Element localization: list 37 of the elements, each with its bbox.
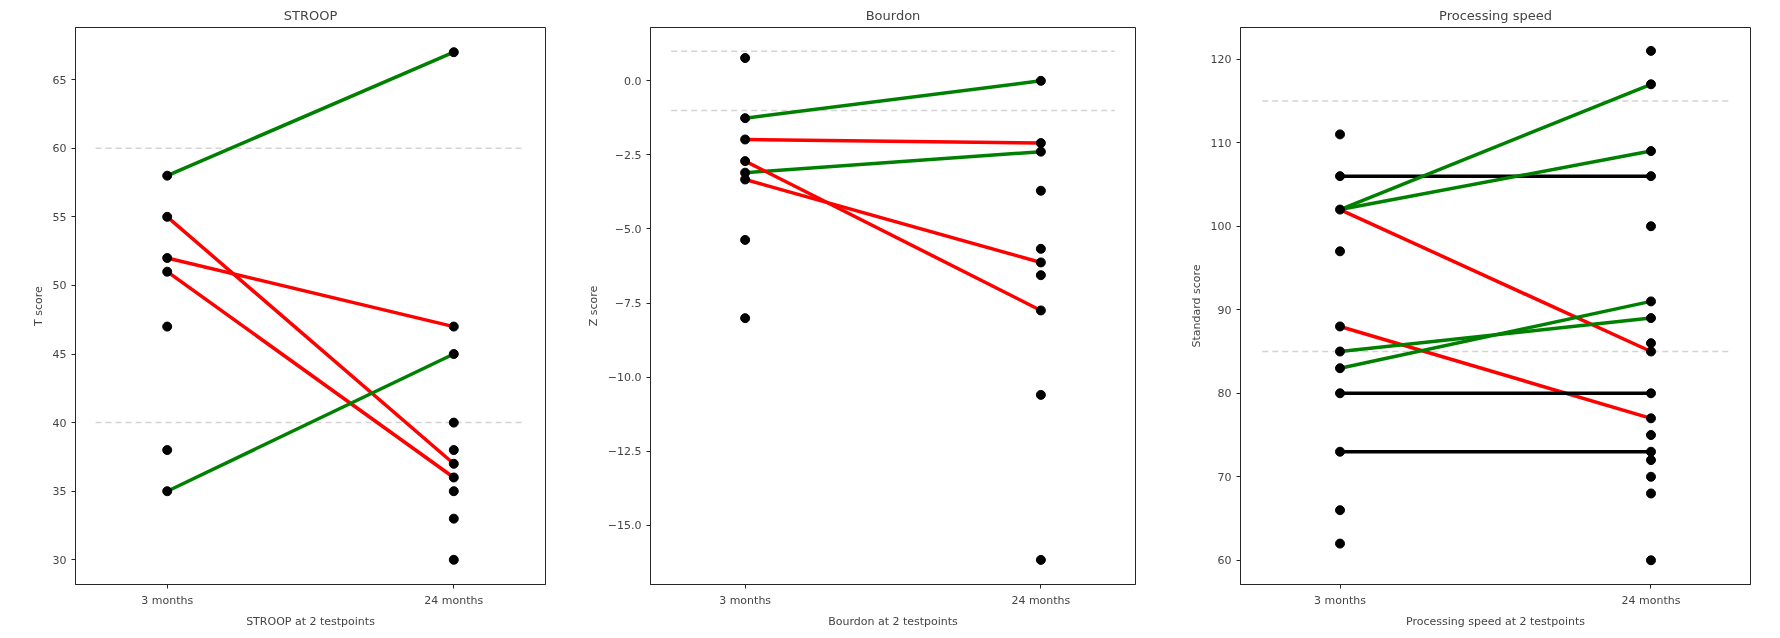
x-tick-label: 24 months [1621, 593, 1681, 607]
x-tick-label: 3 months [141, 593, 194, 607]
y-tick-label: 110 [1210, 136, 1232, 150]
y-tick-label: −10.0 [607, 371, 642, 385]
chart-title: Processing speed [1439, 7, 1552, 23]
y-tick-label: 45 [52, 348, 67, 362]
x-axis-title: Bourdon at 2 testpoints [828, 614, 959, 628]
y-tick-label: 35 [52, 485, 67, 499]
y-axis-title: T score [31, 285, 45, 327]
y-tick-label: −12.5 [607, 445, 642, 459]
x-tick-label: 24 months [424, 593, 484, 607]
y-tick-label: 100 [1210, 220, 1232, 234]
y-tick-label: −7.5 [614, 297, 642, 311]
y-tick-label: −15.0 [607, 519, 642, 533]
y-axis-title: Z score [586, 285, 600, 327]
y-tick-label: 50 [52, 279, 67, 293]
chart-title: STROOP [283, 7, 338, 23]
y-tick-label: 55 [52, 210, 67, 224]
y-tick-label: 0.0 [624, 74, 642, 88]
x-tick-label: 24 months [1011, 593, 1071, 607]
y-tick-label: 80 [1217, 387, 1232, 401]
y-tick-label: 120 [1210, 53, 1232, 67]
y-tick-label: 65 [52, 73, 67, 87]
y-tick-label: 60 [1217, 554, 1232, 568]
y-tick-label: 60 [52, 142, 67, 156]
y-tick-label: 90 [1217, 303, 1232, 317]
y-tick-label: 40 [52, 416, 67, 430]
y-tick-label: 30 [52, 553, 67, 567]
y-tick-label: −2.5 [614, 148, 642, 162]
x-tick-label: 3 months [719, 593, 772, 607]
y-tick-label: −5.0 [614, 222, 642, 236]
x-axis-title: Processing speed at 2 testpoints [1406, 614, 1586, 628]
y-tick-label: 70 [1217, 470, 1232, 484]
y-axis-title: Standard score [1189, 264, 1203, 348]
x-axis-title: STROOP at 2 testpoints [246, 614, 376, 628]
x-tick-label: 3 months [1314, 593, 1367, 607]
chart-title: Bourdon [865, 7, 921, 23]
